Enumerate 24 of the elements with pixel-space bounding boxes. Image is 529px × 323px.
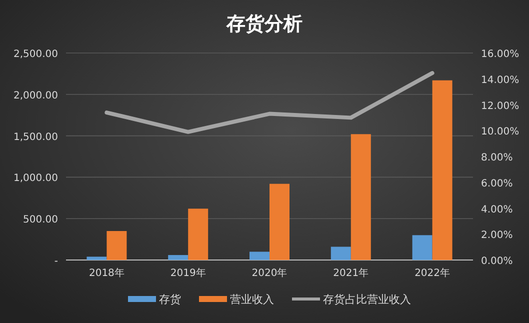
y2-tick-label: 12.00% [481,100,520,112]
y-tick-label: 2,000.00 [13,90,58,102]
y2-tick-label: 4.00% [481,204,513,216]
y2-tick-label: 8.00% [481,152,513,164]
y-tick-label: 2,500.00 [13,49,58,60]
y2-tick-label: 10.00% [481,126,520,138]
y2-tick-label: 16.00% [481,49,520,60]
legend-label: 存货占比营业收入 [323,293,411,306]
y2-tick-label: 14.00% [481,74,520,86]
x-tick-label: 2022年 [414,267,450,279]
y-tick-label: - [54,256,58,267]
x-tick-label: 2020年 [252,267,288,279]
legend-label: 营业收入 [230,293,274,306]
y2-tick-label: 6.00% [481,178,513,190]
y2-tick-label: 2.00% [481,230,513,242]
y-tick-label: 500.00 [23,214,58,226]
x-tick-label: 2019年 [170,267,206,279]
legend-label: 存货 [159,293,181,306]
chart-title: 存货分析 [226,13,302,35]
y-tick-label: 1,500.00 [13,132,58,143]
x-tick-label: 2018年 [88,267,124,279]
y-tick-label: 1,000.00 [13,173,58,184]
x-tick-label: 2021年 [333,267,369,279]
y2-tick-label: 0.00% [481,256,513,267]
